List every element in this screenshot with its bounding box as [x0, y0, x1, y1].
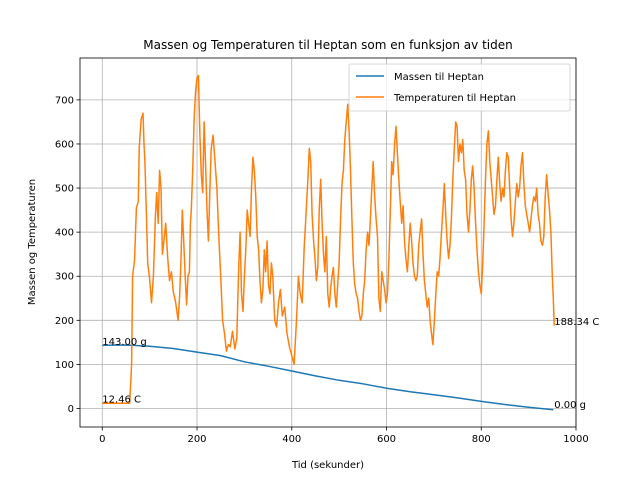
legend-label-temperature: Temperaturen til Heptan [393, 93, 516, 104]
data-annotation: 143.00 g [102, 337, 147, 348]
annotation-layer: 143.00 g 12.46 C 188.34 C 0.00 g [102, 317, 599, 411]
ticks: 0 200 400 600 800 1000 0 100 200 300 400 500 600 700 [55, 95, 589, 445]
y-tick-label: 700 [55, 95, 74, 106]
data-annotation: 12.46 C [102, 394, 141, 405]
x-tick-label: 400 [282, 434, 301, 445]
series-line-temperature [102, 74, 555, 404]
legend-box [348, 63, 571, 112]
y-axis-label: Massen og Temperaturen [27, 179, 38, 305]
y-tick-label: 300 [55, 272, 74, 283]
y-tick-label: 600 [55, 139, 74, 150]
data-annotation: 188.34 C [554, 317, 599, 328]
x-tick-label: 600 [377, 434, 396, 445]
legend-label-mass: Massen til Heptan [394, 72, 484, 83]
x-axis-label: Tid (sekunder) [291, 460, 364, 471]
y-tick-label: 400 [55, 228, 74, 239]
chart-title: Massen og Temperaturen til Heptan som en… [143, 38, 512, 52]
y-tick-label: 500 [55, 184, 74, 195]
series-layer [102, 74, 555, 411]
y-tick-label: 0 [68, 404, 74, 415]
y-tick-label: 100 [55, 360, 74, 371]
x-tick-label: 0 [99, 434, 105, 445]
y-tick-label: 200 [55, 316, 74, 327]
x-tick-label: 200 [187, 434, 206, 445]
x-tick-label: 1000 [563, 434, 588, 445]
series-line-mass [102, 344, 554, 411]
plot-frame [79, 57, 577, 428]
x-tick-label: 800 [472, 434, 491, 445]
data-annotation: 0.00 g [554, 400, 586, 411]
legend: Massen til Heptan Temperaturen til Hepta… [348, 63, 571, 112]
